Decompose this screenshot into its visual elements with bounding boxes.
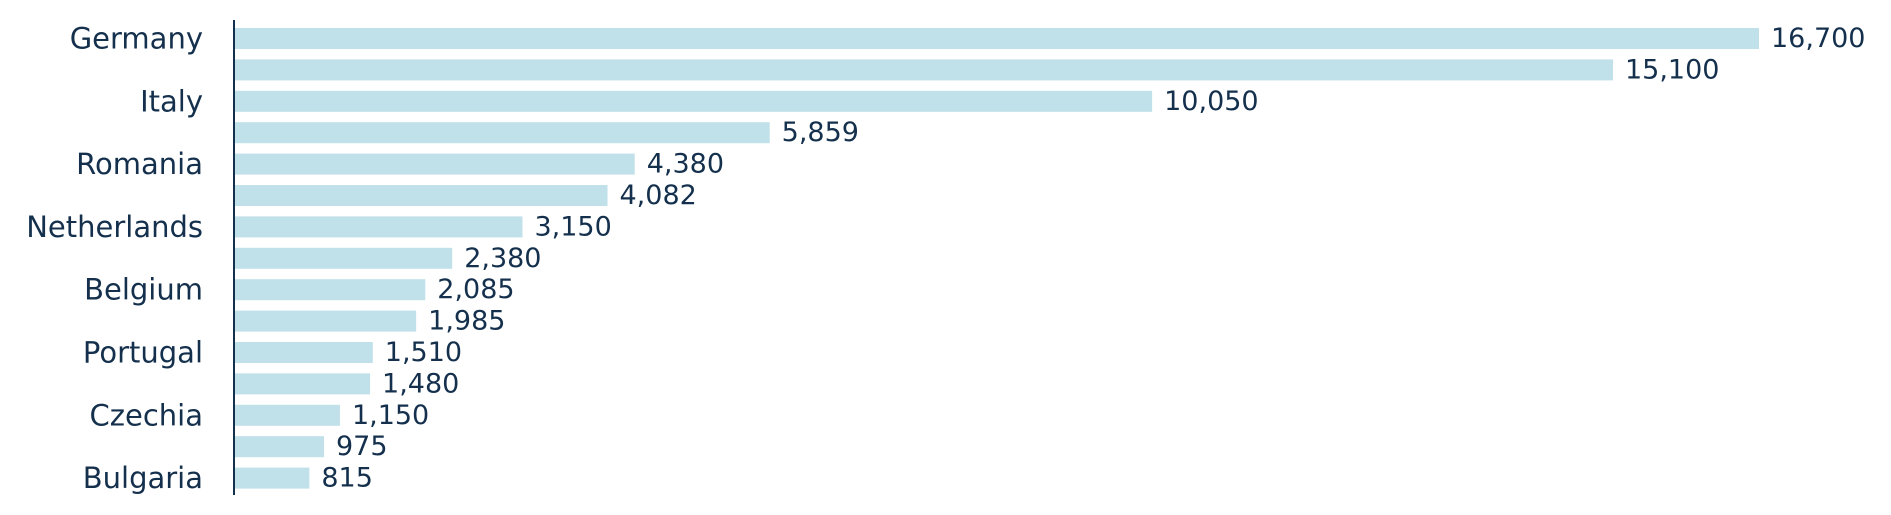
category-label-8: Belgium xyxy=(84,273,203,307)
category-label-10: Portugal xyxy=(83,336,203,370)
value-label-6: 3,150 xyxy=(534,211,611,242)
bar-6 xyxy=(235,216,523,238)
value-label-14: 815 xyxy=(321,463,373,494)
labels-group: 16,700 Germany 15,100 10,050 Italy 5,859 4,380… xyxy=(26,22,1865,496)
bar-10 xyxy=(235,342,373,363)
bar-1 xyxy=(235,59,1613,81)
value-label-13: 975 xyxy=(336,431,388,462)
bar-3 xyxy=(235,122,770,144)
value-label-11: 1,480 xyxy=(382,368,459,399)
value-label-4: 4,380 xyxy=(647,149,724,180)
bar-11 xyxy=(235,373,371,395)
category-label-6: Netherlands xyxy=(26,210,203,244)
category-label-12: Czechia xyxy=(90,398,203,432)
bars-group xyxy=(235,28,1759,489)
bar-2 xyxy=(235,90,1153,112)
category-label-4: Romania xyxy=(76,147,203,181)
category-label-14: Bulgaria xyxy=(83,461,203,495)
bar-13 xyxy=(235,436,324,458)
bar-5 xyxy=(235,185,608,206)
value-label-8: 2,085 xyxy=(437,274,514,305)
value-label-9: 1,985 xyxy=(428,306,505,337)
bar-0 xyxy=(235,28,1759,49)
bar-7 xyxy=(235,247,453,269)
value-label-7: 2,380 xyxy=(464,243,541,274)
category-label-2: Italy xyxy=(140,84,203,118)
value-label-1: 15,100 xyxy=(1625,54,1719,85)
value-label-10: 1,510 xyxy=(385,337,462,368)
category-label-0: Germany xyxy=(70,22,203,56)
value-label-12: 1,150 xyxy=(352,400,429,431)
value-label-2: 10,050 xyxy=(1164,86,1258,117)
value-label-0: 16,700 xyxy=(1771,23,1865,54)
bar-12 xyxy=(235,404,340,426)
bar-9 xyxy=(235,310,417,332)
bar-14 xyxy=(235,467,310,489)
bar-4 xyxy=(235,153,635,175)
bar-8 xyxy=(235,279,426,301)
value-label-5: 4,082 xyxy=(620,180,697,211)
value-label-3: 5,859 xyxy=(782,117,859,148)
